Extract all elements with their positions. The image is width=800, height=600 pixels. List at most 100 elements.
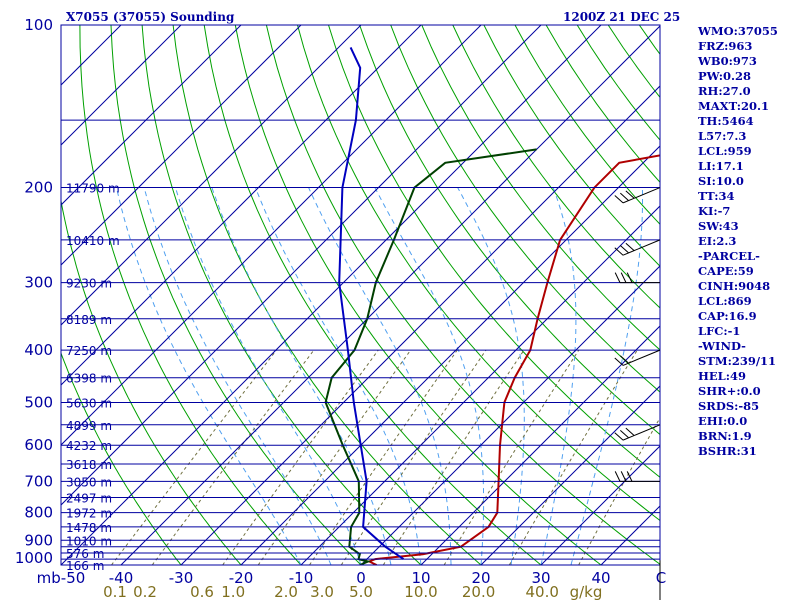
wind-barb-flag [614,272,621,283]
mixing-ratio-label: 3.0 [310,583,334,600]
temperature-tick-label: 30 [531,569,550,587]
stat-item: WB0:973 [698,54,757,68]
stat-item: -PARCEL- [698,249,760,263]
stat-item: STM:239/11 [698,354,777,368]
isotherm [360,265,660,565]
temperature-tick-label: C [656,569,666,587]
chart-title: X7055 (37055) Sounding [66,10,235,24]
height-label: 4899 m [66,419,112,433]
isotherm [240,145,660,565]
stat-item: TH:5464 [698,114,754,128]
height-label: 3618 m [66,458,112,472]
mixing-ratio-label: 0.1 [103,583,127,600]
isotherm [61,25,182,146]
mixing-ratio-label: 40.0 [525,583,558,600]
wind-barb-flag [614,357,624,366]
mixing-ratio-label: 20.0 [462,583,495,600]
isotherm [180,85,660,565]
dewpoint-profile [324,148,537,565]
wind-barb [614,187,661,204]
mixing-ratio-line [222,349,379,565]
wind-barb-staff [622,187,661,204]
stat-item: BSHR:31 [698,444,757,458]
wind-barb [659,560,661,600]
stat-item: CAP:16.9 [698,309,757,323]
mixing-ratio-line [578,416,660,565]
stat-item: RH:27.0 [698,84,751,98]
wind-barb-flag [625,427,635,436]
height-label: 8189 m [66,313,112,327]
wind-barb [614,471,660,482]
wind-barb-flag [620,272,627,283]
height-label: 1010 m [66,534,112,548]
isotherm [120,25,660,565]
stat-item: SW:43 [698,219,739,233]
wind-barb-flag [614,432,624,441]
wind-barb [614,424,661,441]
height-label: 166 m [66,559,104,573]
wind-barb-flag [619,430,629,439]
stat-item: SI:10.0 [698,174,744,188]
stat-item: LCL:869 [698,294,752,308]
mixing-ratio-label: 2.0 [274,583,298,600]
moist-adiabat [254,187,422,565]
isotherm [480,385,660,565]
stat-item: L57:7.3 [698,129,747,143]
mixing-ratio-label: 10.0 [404,583,437,600]
wind-barb-flag [619,245,629,254]
stat-item: FRZ:963 [698,39,753,53]
wind-barb-staff [622,424,661,441]
pressure-tick-label: 1000 [15,549,53,567]
dry-adiabat [172,25,482,565]
wind-barb-flag [620,471,627,482]
temperature-tick-label: mb-50 [37,569,86,587]
mixing-ratio-label: 0.2 [133,583,157,600]
stat-item: SRDS:-85 [698,399,760,413]
stat-item: CINH:9048 [698,279,771,293]
wind-barb-flag [626,471,633,482]
wind-barb-flag [614,247,624,256]
temperature-tick-label: -40 [109,569,134,587]
isotherm [61,25,362,326]
isotherm [61,25,242,206]
temperature-tick-label: -30 [169,569,194,587]
wind-barb-flag [619,192,629,201]
wind-barb-flag [614,195,624,204]
dry-adiabat [265,25,660,565]
moist-adiabat [175,187,362,565]
height-label: 10410 m [66,234,120,248]
isotherm [61,25,302,266]
isotherm [61,25,482,446]
wind-barb-flag [626,272,633,283]
dry-adiabat [234,25,602,565]
stat-item: KI:-7 [698,204,731,218]
temperature-tick-label: -10 [289,569,314,587]
temperature-profile [366,154,660,565]
valid-time: 1200Z 21 DEC 25 [563,10,681,24]
stats-panel: WMO:37055 FRZ:963 WB0:973 PW:0.28 RH:27.0 MAX… [698,24,800,459]
mixing-ratio-label: 5.0 [349,583,373,600]
pressure-tick-label: 300 [24,274,53,292]
stat-item: EI:2.3 [698,234,737,248]
pressure-tick-label: 100 [24,16,53,34]
stat-item: LCL:959 [698,144,752,158]
stat-item: MAXT:20.1 [698,99,769,113]
stat-item: SHR+:0.0 [698,384,761,398]
isotherm [61,25,602,565]
stat-item: CAPE:59 [698,264,754,278]
height-label: 11790 m [66,182,120,196]
temperature-tick-label: 0 [356,569,366,587]
pressure-tick-label: 200 [24,179,53,197]
stat-item: EHI:0.0 [698,414,748,428]
stat-item: LI:17.1 [698,159,744,173]
stat-item: -WIND- [698,339,746,353]
stat-item: LFC:-1 [698,324,741,338]
wind-barb-staff [622,349,661,366]
dry-adiabat [297,25,660,522]
stat-item: BRN:1.9 [698,429,752,443]
stat-item: TT:34 [698,189,735,203]
stat-item: PW:0.28 [698,69,752,83]
mixing-ratio-line [111,349,277,565]
height-label: 1478 m [66,521,112,535]
